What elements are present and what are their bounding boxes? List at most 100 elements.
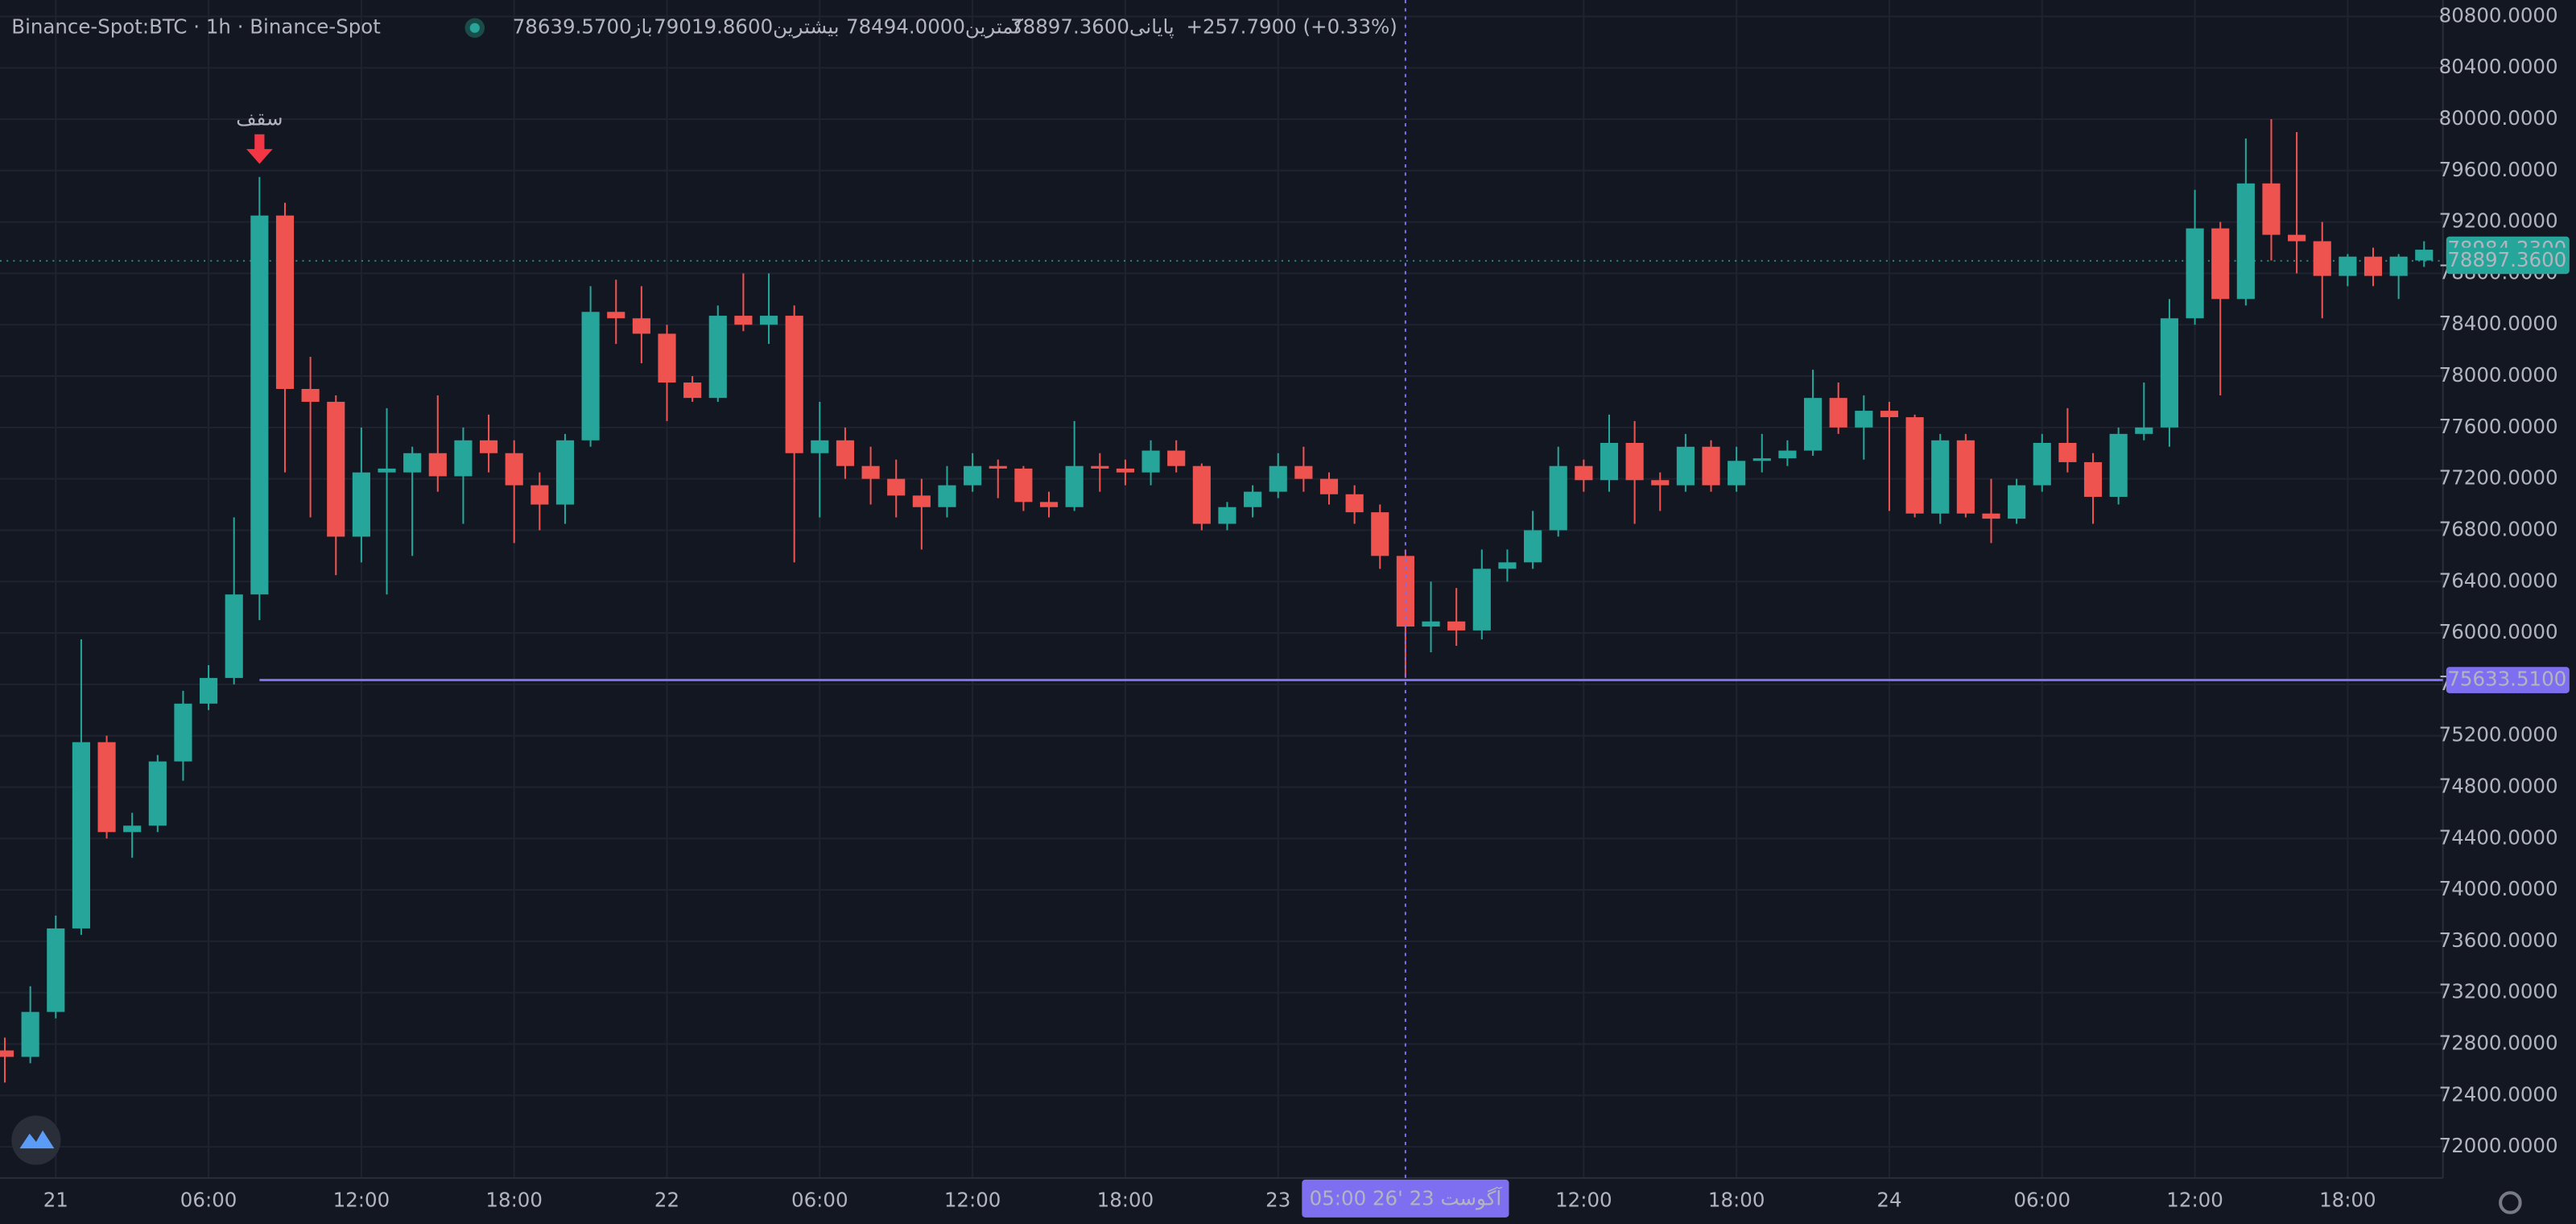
y-tick-label: 77600.0000 — [2439, 415, 2558, 438]
candle-body — [21, 1011, 39, 1057]
candle-body — [1039, 502, 1059, 507]
logo-shape — [19, 1130, 55, 1149]
y-tick-label: 79600.0000 — [2439, 158, 2558, 181]
x-tick-label: 18:00 — [2319, 1188, 2376, 1211]
x-tick-label: 18:00 — [485, 1188, 543, 1211]
candle-body — [1905, 417, 1924, 514]
candle-body — [505, 453, 523, 486]
status-dot — [469, 23, 480, 33]
candle-body — [123, 825, 142, 833]
candle-body — [2389, 256, 2408, 276]
x-tick-label: 21 — [43, 1188, 68, 1211]
candle-body — [2186, 228, 2204, 319]
candle-body — [1065, 465, 1084, 507]
candle-body — [2313, 241, 2331, 276]
candle-body — [1575, 465, 1593, 481]
candle-body — [989, 465, 1007, 469]
candle-body — [1244, 491, 1262, 507]
candle-body — [1014, 468, 1033, 502]
candle-body — [275, 215, 295, 389]
candle-body — [2160, 318, 2179, 428]
candle-body — [1371, 512, 1389, 556]
candle-body — [47, 928, 65, 1012]
x-tick-label: 12:00 — [2166, 1188, 2223, 1211]
x-tick-label: 12:00 — [1555, 1188, 1612, 1211]
candle-body — [1651, 480, 1670, 486]
y-tick-label: 74000.0000 — [2439, 877, 2558, 900]
candle-body — [352, 472, 370, 537]
candle-body — [2363, 256, 2383, 276]
y-tick-label: 78400.0000 — [2439, 312, 2558, 335]
candle-body — [658, 333, 676, 383]
x-tick-label: 18:00 — [1708, 1188, 1765, 1211]
candle-body — [734, 316, 753, 325]
candle-body — [250, 215, 269, 595]
candle-body — [683, 382, 702, 399]
candle-body — [97, 742, 116, 833]
candle-body — [1524, 530, 1542, 563]
candle-body — [785, 316, 803, 453]
change-label: +257.7900 (+0.33%) — [1186, 15, 1397, 39]
x-tick-label: 06:00 — [2014, 1188, 2071, 1211]
candle-body — [1294, 465, 1313, 479]
y-tick-label: 74800.0000 — [2439, 774, 2558, 797]
symbol-title: Binance-Spot:BTC · 1h · Binance-Spot — [11, 15, 381, 39]
candle-body — [2288, 234, 2306, 242]
candle-body — [1829, 398, 1847, 428]
candle-body — [2211, 228, 2230, 300]
candle-body — [1396, 556, 1414, 627]
y-tick-label: 72800.0000 — [2439, 1032, 2558, 1055]
price-box — [2446, 247, 2570, 275]
candle-body — [861, 465, 880, 479]
candle-body — [964, 465, 982, 486]
annotation-arrow — [246, 134, 273, 164]
candle-body — [148, 761, 167, 826]
candle-body — [1803, 398, 1823, 451]
ohlc-label: پایانی78897.3600 — [1010, 15, 1174, 39]
candle-body — [1549, 465, 1567, 531]
candle-body — [607, 312, 625, 319]
candle-body — [1752, 458, 1771, 461]
y-tick-label: 80400.0000 — [2439, 55, 2558, 78]
candle-body — [1167, 450, 1186, 466]
candle-body — [301, 388, 320, 402]
candle-body — [378, 468, 396, 473]
y-tick-label: 73200.0000 — [2439, 980, 2558, 1003]
candle-body — [2008, 485, 2026, 519]
crosshair-time-label: 05:00 26' آگوست 23 — [1310, 1186, 1503, 1210]
annotation-label: سقف — [236, 106, 283, 130]
candle-body — [225, 594, 243, 678]
candle-body — [759, 316, 778, 325]
candle-body — [1319, 478, 1339, 494]
y-tick-label: 72000.0000 — [2439, 1134, 2558, 1157]
candle-body — [2033, 442, 2051, 486]
candle-body — [174, 703, 192, 762]
y-tick-label: 79200.0000 — [2439, 209, 2558, 233]
x-tick-label: 24 — [1876, 1188, 1901, 1211]
y-tick-label: 76000.0000 — [2439, 620, 2558, 643]
candle-body — [2083, 461, 2103, 497]
candle-body — [479, 440, 498, 453]
y-tick-label: 76800.0000 — [2439, 517, 2558, 540]
candle-body — [327, 401, 345, 537]
candle-body — [887, 478, 906, 496]
candle-body — [72, 742, 90, 928]
settings-icon[interactable] — [2499, 1191, 2522, 1214]
x-tick-label: 06:00 — [791, 1188, 848, 1211]
candle-body — [1091, 465, 1109, 469]
candle-body — [1447, 621, 1466, 631]
y-tick-label: 74400.0000 — [2439, 825, 2558, 849]
candle-body — [581, 312, 600, 440]
y-tick-label: 72400.0000 — [2439, 1082, 2558, 1106]
y-tick-label: 80800.0000 — [2439, 3, 2558, 27]
candle-body — [2135, 427, 2153, 434]
candle-body — [0, 1050, 14, 1057]
candle-body — [1192, 465, 1211, 524]
y-tick-label: 73600.0000 — [2439, 928, 2558, 952]
candle-body — [2415, 250, 2434, 261]
candle-body — [1931, 440, 1950, 514]
candle-body — [2262, 183, 2281, 235]
candle-body — [1778, 450, 1797, 459]
